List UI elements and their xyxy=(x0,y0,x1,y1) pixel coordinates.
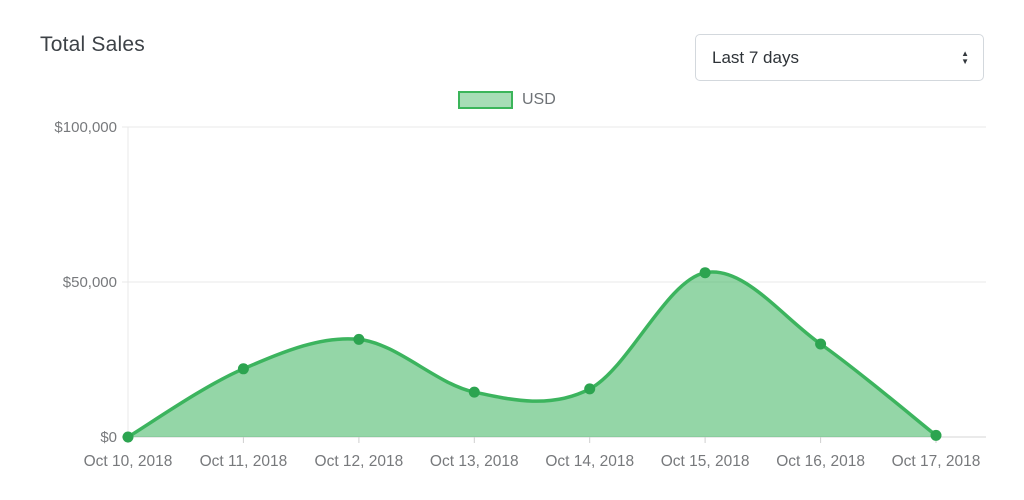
series-line xyxy=(126,270,938,439)
date-range-select[interactable]: Last 7 days xyxy=(695,34,984,81)
y-axis-label: $50,000 xyxy=(63,274,117,291)
page-title: Total Sales xyxy=(40,33,145,56)
y-axis-label: $100,000 xyxy=(54,119,117,136)
series-area xyxy=(128,271,936,437)
x-axis-label: Oct 14, 2018 xyxy=(545,453,634,470)
data-point[interactable] xyxy=(122,431,134,443)
x-axis-label: Oct 11, 2018 xyxy=(200,453,288,470)
data-point[interactable] xyxy=(815,338,827,350)
data-point[interactable] xyxy=(468,386,480,398)
y-axis-label: $0 xyxy=(100,429,117,446)
x-axis-label: Oct 13, 2018 xyxy=(430,453,519,470)
legend-swatch-usd xyxy=(458,91,513,109)
x-axis-label: Oct 12, 2018 xyxy=(315,453,404,470)
x-axis-label: Oct 15, 2018 xyxy=(661,453,750,470)
date-range-select-wrap: Last 7 days ▲ ▼ xyxy=(695,34,984,81)
data-point[interactable] xyxy=(353,333,365,345)
data-point[interactable] xyxy=(699,267,711,279)
data-point[interactable] xyxy=(237,363,249,375)
legend-label-usd: USD xyxy=(522,91,556,108)
chart-legend: USD xyxy=(458,91,556,109)
data-point[interactable] xyxy=(930,429,942,441)
x-axis-label: Oct 16, 2018 xyxy=(776,453,865,470)
x-axis-label: Oct 10, 2018 xyxy=(84,453,173,470)
x-axis-label: Oct 17, 2018 xyxy=(892,453,981,470)
data-point[interactable] xyxy=(584,383,596,395)
